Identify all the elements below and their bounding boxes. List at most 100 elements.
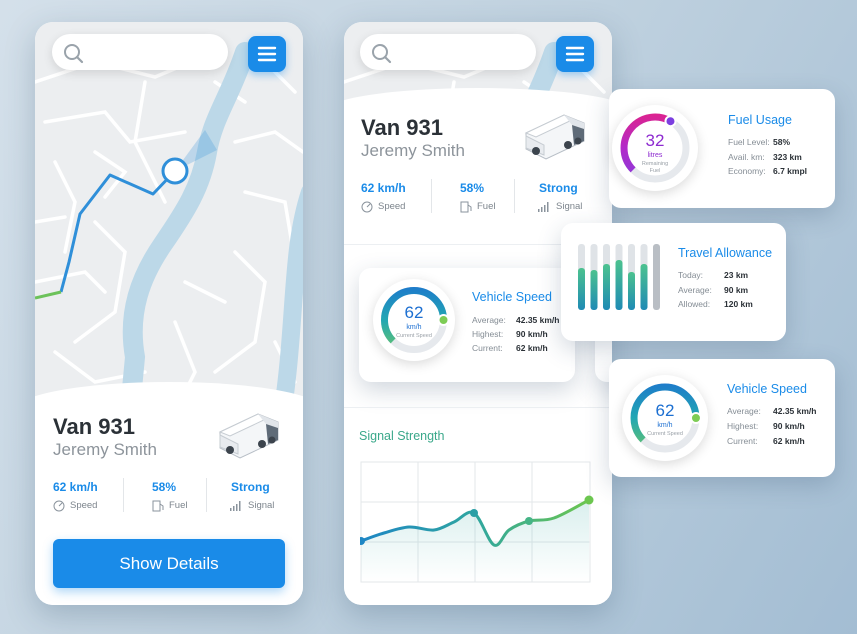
shape-circle	[64, 44, 80, 60]
shape-rect	[628, 272, 635, 310]
shape-rect	[239, 501, 241, 511]
row-value: 90 km/h	[516, 329, 548, 339]
gauge-ring	[620, 113, 690, 183]
shape-line	[383, 55, 392, 64]
shape-path	[467, 204, 472, 211]
search-bar[interactable]	[360, 34, 536, 70]
stat-label: Speed	[70, 500, 98, 511]
row-label: Average:	[727, 406, 761, 416]
menu-icon	[257, 46, 277, 62]
row-value: 42.35 km/h	[516, 315, 560, 325]
stat-icon	[230, 501, 241, 511]
shape-rect	[578, 268, 585, 310]
gauge-value: 32	[645, 131, 665, 150]
allowance-bars	[578, 244, 660, 310]
shape-path	[213, 250, 267, 374]
gauge-caption: Current Speed	[396, 333, 432, 339]
shape-polyline	[59, 169, 177, 293]
gauge-ring	[380, 286, 450, 354]
shape-g	[565, 46, 585, 62]
shape-line	[58, 502, 63, 507]
map	[35, 22, 303, 442]
shape-circle	[664, 115, 677, 128]
search-bar[interactable]	[52, 34, 228, 70]
stat-value: 58%	[460, 181, 485, 195]
row-label: Economy:	[728, 166, 766, 176]
stat-value: Strong	[539, 181, 578, 195]
stat-icon	[460, 201, 472, 213]
gauge-unit: litres	[647, 152, 663, 159]
shape-circle	[53, 500, 65, 512]
shape-line	[366, 203, 371, 208]
row-label: Highest:	[727, 421, 759, 431]
shape-circle	[584, 495, 594, 505]
shape-circle	[574, 137, 582, 145]
shape-circle	[360, 537, 365, 545]
stat-divider	[514, 179, 515, 213]
menu-button[interactable]	[248, 36, 286, 72]
phone-frame: Van 931 Jeremy Smith 62 km/h Speed 58% Fuel S…	[35, 22, 303, 605]
gauge-ring	[630, 383, 702, 453]
shape-circle	[161, 157, 189, 185]
gauge: 62 km/h Current Speed	[373, 279, 455, 361]
shape-path	[43, 110, 187, 144]
shape-rect	[460, 201, 469, 213]
info-card: Travel Allowance Today: 23 km Average: 90 km…	[561, 223, 786, 341]
search-icon	[372, 44, 392, 64]
shape-rect	[230, 508, 232, 511]
shape-rect	[653, 244, 660, 310]
shape-circle	[620, 113, 690, 183]
shape-rect	[236, 504, 238, 511]
van-image	[524, 114, 585, 160]
stat-value: 62 km/h	[53, 480, 98, 494]
row-label: Avail. km:	[728, 152, 765, 162]
stat-icon	[361, 201, 373, 213]
stat-icon	[152, 500, 164, 512]
driver-name: Jeremy Smith	[361, 141, 465, 160]
shape-rect	[544, 205, 546, 212]
shape-circle	[268, 436, 276, 444]
driver-name: Jeremy Smith	[53, 440, 157, 459]
shape-circle	[525, 517, 533, 525]
shape-rect	[541, 207, 543, 212]
gauge: 62 km/h Current Speed	[622, 375, 708, 461]
shape-path	[272, 186, 303, 431]
shape-rect	[640, 264, 648, 310]
signal-chart	[360, 461, 594, 583]
shape-path	[233, 130, 303, 154]
menu-icon	[565, 46, 585, 62]
row-value: 90 km/h	[773, 421, 805, 431]
row-value: 58%	[773, 137, 791, 147]
row-value: 42.35 km/h	[773, 406, 817, 416]
shape-g	[117, 42, 303, 442]
shape-circle	[470, 509, 478, 517]
stat-value: 58%	[152, 480, 177, 494]
chart-title: Signal Strength	[359, 429, 445, 443]
gauge-unit: km/h	[657, 422, 673, 429]
shape-rect	[547, 202, 549, 212]
shape-rect	[603, 264, 610, 310]
row-value: 120 km	[724, 299, 753, 309]
shape-circle	[380, 286, 448, 354]
shape-path	[133, 80, 167, 204]
info-card: 62 km/h Current Speed Vehicle Speed Average:…	[359, 268, 575, 382]
shape-circle	[258, 440, 266, 448]
shape-circle	[564, 141, 572, 149]
row-label: Average:	[678, 285, 712, 295]
shape-rect	[538, 209, 540, 212]
gauge-value: 62	[404, 303, 424, 322]
row-value: 23 km	[724, 270, 749, 280]
show-details-button[interactable]: Show Details	[53, 539, 285, 588]
stat-divider	[123, 478, 124, 512]
menu-button[interactable]	[556, 36, 594, 72]
row-value: 62 km/h	[773, 436, 805, 446]
stat-icon	[538, 202, 549, 212]
search-icon	[64, 44, 84, 64]
row-label: Fuel Level:	[728, 137, 770, 147]
row-value: 6.7 kmpl	[773, 166, 808, 176]
card-title: Vehicle Speed	[727, 382, 807, 396]
vehicle-name: Van 931	[361, 115, 443, 140]
gauge-unit: km/h	[406, 324, 422, 331]
